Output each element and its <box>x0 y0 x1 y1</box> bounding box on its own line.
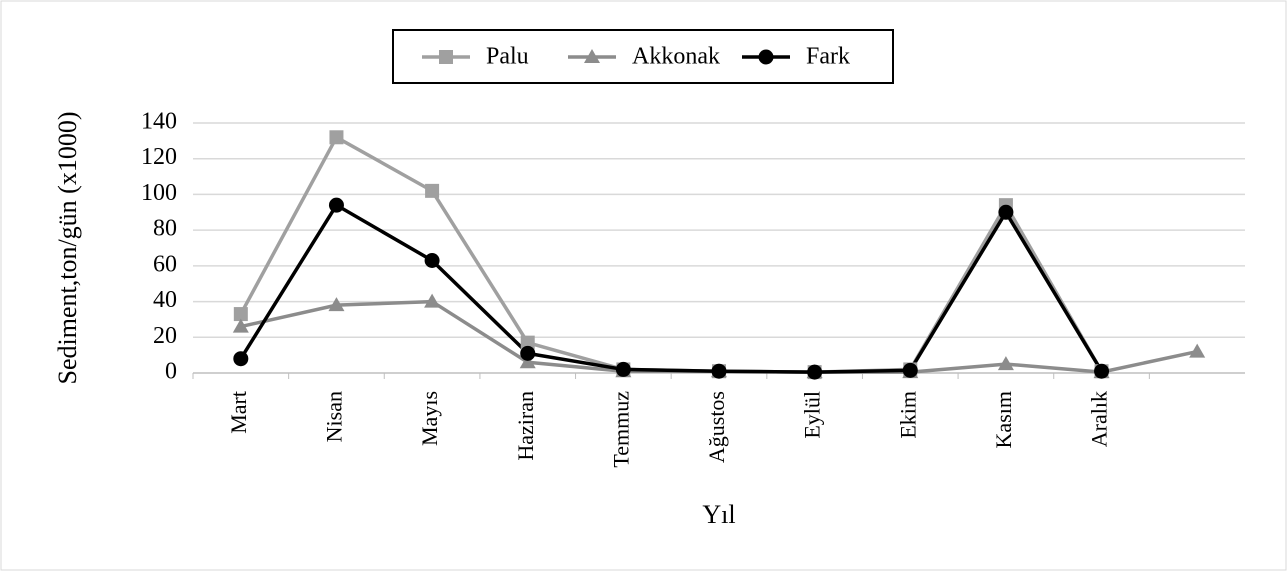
marker <box>424 293 441 308</box>
x-tick-label: Ekim <box>895 391 920 439</box>
x-tick-label: Aralık <box>1087 391 1112 447</box>
marker <box>998 204 1014 220</box>
marker <box>807 364 823 380</box>
y-tick-label: 40 <box>153 287 177 313</box>
marker <box>328 197 344 213</box>
marker <box>328 297 345 312</box>
legend-marker <box>584 49 600 63</box>
marker <box>425 183 440 198</box>
marker <box>520 335 535 350</box>
legend-marker <box>758 49 774 65</box>
marker <box>997 356 1014 371</box>
legend-marker <box>439 50 453 64</box>
x-axis-label: Yıl <box>702 500 735 529</box>
marker <box>1094 363 1110 379</box>
legend-box <box>392 29 894 84</box>
y-tick-label: 60 <box>153 251 177 277</box>
legend-label: Palu <box>486 44 529 70</box>
x-tick-label: Ağustos <box>704 391 729 463</box>
marker <box>902 362 918 378</box>
marker <box>233 351 249 367</box>
marker <box>615 361 631 377</box>
x-tick-label: Nisan <box>322 391 347 442</box>
marker <box>519 354 536 369</box>
marker <box>1189 343 1206 358</box>
y-tick-label: 0 <box>165 359 177 385</box>
marker <box>329 130 344 145</box>
legend-label: Akkonak <box>632 44 720 70</box>
marker <box>520 345 536 361</box>
marker <box>233 307 248 322</box>
x-tick-label: Haziran <box>513 391 538 461</box>
marker <box>711 363 727 379</box>
x-tick-label: Eylül <box>800 391 825 439</box>
x-tick-label: Mayıs <box>417 391 442 446</box>
marker <box>424 253 440 268</box>
y-tick-label: 20 <box>153 323 177 349</box>
marker <box>232 318 249 333</box>
legend-label: Fark <box>806 44 850 70</box>
series-line <box>239 203 1104 374</box>
y-tick-label: 120 <box>141 144 177 170</box>
y-tick-label: 100 <box>141 180 177 206</box>
x-tick-label: Temmuz <box>608 391 633 468</box>
y-tick-label: 80 <box>153 216 177 242</box>
x-tick-label: Mart <box>226 391 251 434</box>
y-axis-label: Sediment,ton/gün (x1000) <box>53 112 82 385</box>
y-tick-label: 140 <box>141 109 177 135</box>
x-tick-label: Kasım <box>991 391 1016 448</box>
